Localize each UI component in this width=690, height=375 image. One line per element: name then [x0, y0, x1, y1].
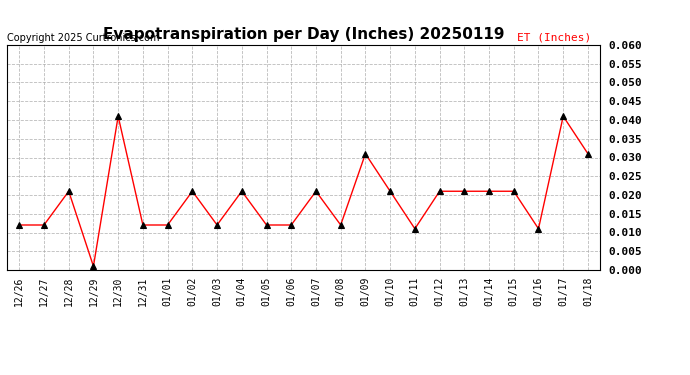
Title: Evapotranspiration per Day (Inches) 20250119: Evapotranspiration per Day (Inches) 2025…: [103, 27, 504, 42]
Text: ET (Inches): ET (Inches): [517, 33, 591, 43]
Text: Copyright 2025 Curtronics.com: Copyright 2025 Curtronics.com: [7, 33, 159, 43]
